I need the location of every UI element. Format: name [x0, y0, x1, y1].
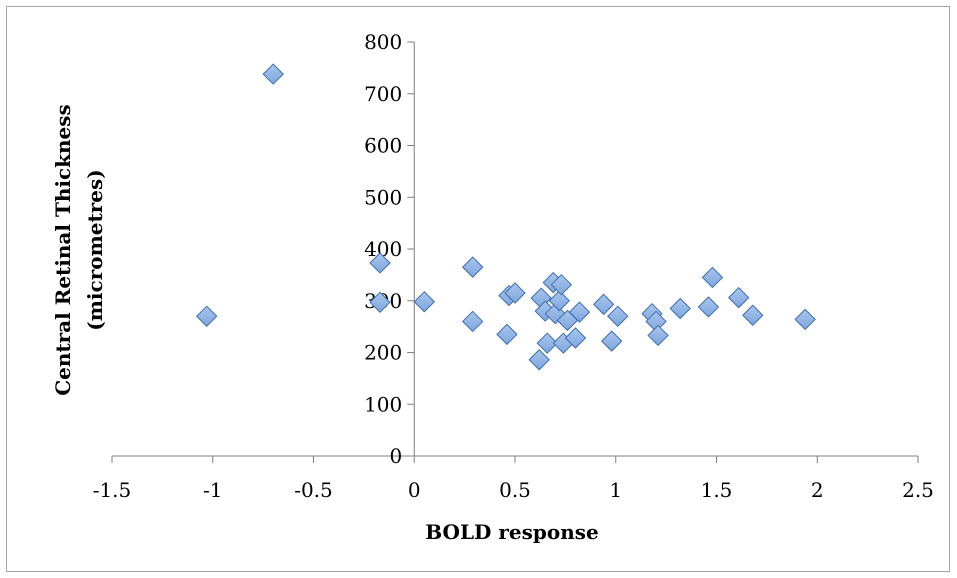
y-axis-title-group: Central Retinal Thickness (micrometres) [51, 104, 107, 396]
y-tick-label: 600 [364, 134, 402, 158]
data-point [592, 293, 615, 316]
data-point [536, 332, 558, 354]
data-points [195, 63, 816, 371]
data-point [369, 252, 391, 274]
y-tick-label: 800 [364, 30, 402, 54]
x-tick-label: -0.5 [294, 478, 333, 502]
x-tick-label: 1.5 [701, 478, 733, 502]
data-point [697, 296, 720, 318]
x-tick-label: -1 [203, 478, 222, 502]
data-point [742, 304, 764, 326]
data-point [548, 290, 571, 312]
data-point [496, 323, 518, 346]
data-point [727, 286, 750, 309]
y-axis-title-line1: Central Retinal Thickness [51, 104, 75, 396]
chart-area [6, 6, 950, 572]
data-point [669, 297, 691, 320]
x-axis-title: BOLD response [425, 520, 598, 544]
y-tick-label: 700 [364, 82, 402, 106]
data-point [564, 327, 587, 349]
x-tick-label: 0 [408, 478, 421, 502]
data-point [504, 282, 526, 304]
data-point [195, 305, 218, 327]
y-axis-title-line2: (micrometres) [83, 169, 107, 330]
data-point [647, 324, 669, 347]
tick-labels: -1.5-1-0.500.511.522.5010020030040050060… [93, 30, 934, 502]
x-tick-label: -1.5 [93, 478, 132, 502]
x-tick-label: 2.5 [902, 478, 934, 502]
x-tick-label: 2 [811, 478, 824, 502]
data-point [413, 291, 436, 313]
data-point [528, 349, 550, 371]
data-point [568, 301, 591, 323]
data-point [550, 274, 573, 296]
x-tick-label: 1 [609, 478, 622, 502]
x-tick-label: 0.5 [499, 478, 531, 502]
data-point [701, 266, 724, 289]
data-point [794, 308, 816, 331]
data-point [607, 305, 629, 327]
y-tick-label: 0 [390, 444, 403, 468]
y-tick-label: 100 [364, 392, 402, 416]
data-point [461, 256, 484, 278]
data-point [262, 63, 284, 85]
data-point [461, 310, 484, 333]
y-tick-label: 500 [364, 185, 402, 209]
axes [111, 41, 919, 463]
data-point [369, 291, 391, 314]
data-point [601, 330, 623, 352]
y-tick-label: 200 [364, 341, 402, 365]
